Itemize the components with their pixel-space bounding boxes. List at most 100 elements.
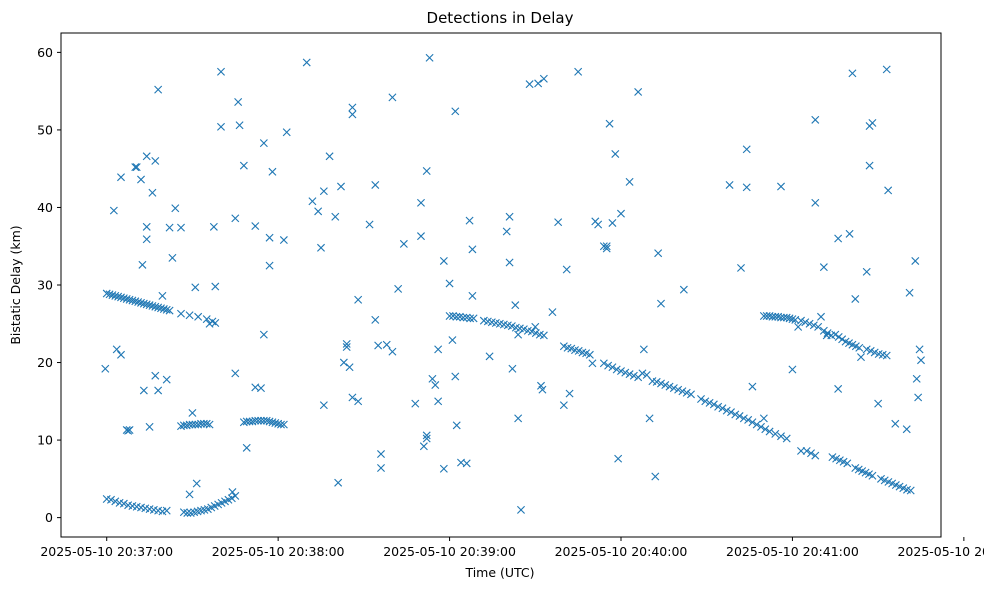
data-point-196 xyxy=(785,314,794,323)
data-point-25 xyxy=(194,312,203,321)
data-point-372 xyxy=(209,222,218,231)
data-point-33 xyxy=(119,499,128,508)
data-point-20 xyxy=(159,305,168,314)
y-axis-label: Bistatic Delay (km) xyxy=(8,225,23,344)
data-point-88 xyxy=(125,426,134,434)
data-point-126 xyxy=(608,363,617,372)
data-point-359 xyxy=(891,419,900,428)
data-point-128 xyxy=(617,367,625,376)
data-point-248 xyxy=(251,222,260,231)
data-point-397 xyxy=(759,414,768,423)
data-point-67 xyxy=(197,419,205,428)
data-point-76 xyxy=(254,416,263,425)
x-axis-label: Time (UTC) xyxy=(464,565,534,580)
data-point-2 xyxy=(108,291,117,300)
data-point-43 xyxy=(162,506,171,515)
data-point-395 xyxy=(602,242,611,251)
data-point-138 xyxy=(665,382,674,391)
data-point-0 xyxy=(102,289,111,298)
data-point-304 xyxy=(514,414,523,423)
data-point-79 xyxy=(262,416,271,425)
data-point-306 xyxy=(525,80,534,89)
data-point-153 xyxy=(735,412,744,421)
data-point-9 xyxy=(128,296,137,305)
data-point-298 xyxy=(465,216,474,225)
data-point-263 xyxy=(342,343,351,352)
data-point-264 xyxy=(342,339,351,348)
data-point-259 xyxy=(319,401,328,410)
data-point-274 xyxy=(377,450,385,459)
data-point-396 xyxy=(642,370,651,379)
data-point-142 xyxy=(682,388,691,397)
data-point-202 xyxy=(809,321,818,330)
data-point-220 xyxy=(882,351,891,360)
data-point-361 xyxy=(905,288,914,297)
data-point-91 xyxy=(117,350,125,359)
data-point-5 xyxy=(117,293,125,302)
data-point-251 xyxy=(259,330,268,339)
data-point-296 xyxy=(462,459,471,468)
data-point-324 xyxy=(614,454,623,463)
data-point-369 xyxy=(158,291,167,300)
y-tick-label-6: 60 xyxy=(37,45,53,60)
data-point-18 xyxy=(154,303,163,312)
data-point-334 xyxy=(725,180,734,189)
data-point-331 xyxy=(654,249,663,258)
data-point-293 xyxy=(451,107,460,116)
data-point-165 xyxy=(807,449,815,458)
data-point-31 xyxy=(111,497,120,506)
data-point-137 xyxy=(661,381,670,390)
data-point-199 xyxy=(797,316,805,325)
data-point-262 xyxy=(337,182,345,191)
data-point-81 xyxy=(268,418,277,427)
data-point-371 xyxy=(192,479,201,488)
data-point-186 xyxy=(906,486,915,495)
data-point-136 xyxy=(657,379,665,388)
data-point-203 xyxy=(814,322,823,331)
data-point-356 xyxy=(874,399,883,408)
data-point-11 xyxy=(134,298,143,307)
data-point-237 xyxy=(142,235,151,244)
data-point-154 xyxy=(739,414,748,423)
y-tick-label-4: 40 xyxy=(37,200,53,215)
data-point-325 xyxy=(617,209,625,218)
data-point-151 xyxy=(727,408,735,417)
x-tick-label-3: 2025-05-10 20:40:00 xyxy=(555,544,688,559)
data-point-195 xyxy=(782,313,791,322)
data-point-285 xyxy=(425,53,434,62)
data-point-311 xyxy=(538,385,547,394)
data-point-164 xyxy=(802,446,811,455)
data-point-99 xyxy=(469,314,478,323)
data-point-69 xyxy=(202,419,211,428)
data-point-380 xyxy=(314,207,323,216)
data-point-268 xyxy=(354,397,363,406)
data-point-193 xyxy=(777,313,785,322)
data-point-8 xyxy=(125,295,134,304)
data-point-357 xyxy=(882,65,891,74)
data-point-26 xyxy=(202,315,211,324)
data-point-385 xyxy=(377,464,385,472)
data-point-150 xyxy=(722,406,731,415)
data-point-234 xyxy=(151,371,160,380)
data-point-135 xyxy=(652,377,661,386)
data-point-30 xyxy=(107,495,115,504)
x-tick-label-4: 2025-05-10 20:41:00 xyxy=(726,544,859,559)
data-point-143 xyxy=(687,390,695,399)
data-point-300 xyxy=(505,212,514,221)
data-point-389 xyxy=(434,345,443,354)
data-point-256 xyxy=(302,58,311,67)
data-point-157 xyxy=(752,420,761,429)
data-point-144 xyxy=(697,394,705,403)
data-point-10 xyxy=(131,297,140,306)
data-point-308 xyxy=(534,79,543,88)
data-point-269 xyxy=(354,295,363,304)
data-point-355 xyxy=(865,161,874,170)
data-point-360 xyxy=(902,425,911,434)
data-point-364 xyxy=(914,393,923,402)
data-point-229 xyxy=(165,223,174,232)
data-point-266 xyxy=(348,110,357,119)
data-point-187 xyxy=(759,312,768,321)
data-point-242 xyxy=(217,122,225,131)
data-point-379 xyxy=(282,128,291,137)
